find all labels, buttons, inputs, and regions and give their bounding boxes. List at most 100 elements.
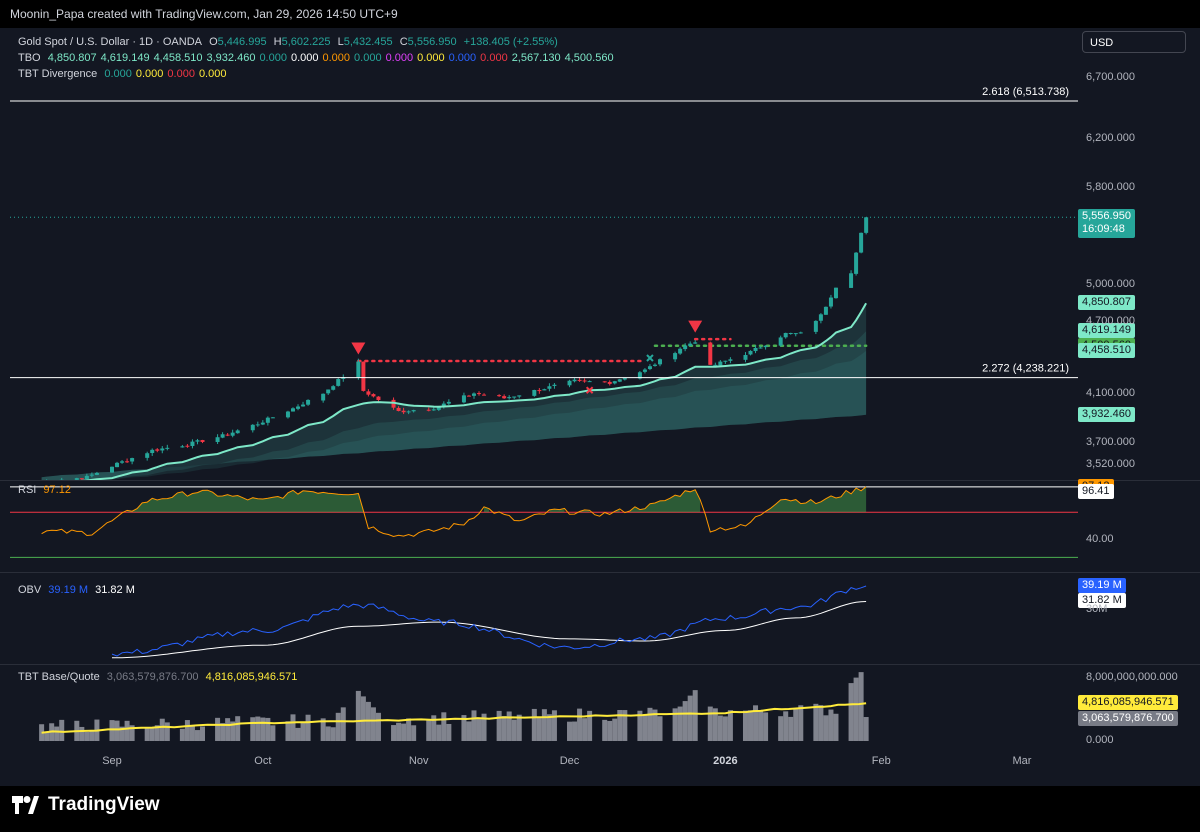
fib-level-label: 2.618 (6,513.738) [982, 86, 1069, 98]
pane-divider[interactable] [0, 572, 1200, 573]
symbol-legend[interactable]: Gold Spot / U.S. Dollar · 1D · OANDA O5,… [18, 36, 562, 48]
volume-legend[interactable]: TBT Base/Quote 3,063,579,876.700 4,816,0… [18, 671, 301, 683]
candle [823, 306, 828, 315]
candle [160, 448, 165, 451]
volume-bar [406, 718, 412, 741]
volume-bar [541, 709, 547, 741]
candle [331, 386, 336, 390]
volume-bar [194, 730, 200, 741]
tbo-name[interactable]: TBO [18, 52, 41, 64]
candle [607, 381, 612, 384]
candle [673, 353, 678, 360]
price-tick: 6,700.000 [1086, 71, 1135, 84]
last-price-value: 5,556.950 [1082, 210, 1131, 223]
tradingview-logo: TradingView [12, 794, 160, 816]
candle [637, 372, 642, 379]
volume-bar [260, 717, 266, 741]
candle [110, 466, 114, 473]
currency-selector[interactable]: USD [1082, 31, 1186, 53]
candle [793, 333, 798, 335]
high-value: 5,602.225 [281, 36, 331, 48]
tbo-legend[interactable]: TBO 4,850.807 4,619.149 4,458.510 3,932.460… [18, 52, 622, 64]
legend-value: 0.000 [417, 52, 445, 64]
volume-bar [199, 726, 205, 741]
volume-bar [607, 720, 613, 741]
volume-bar [582, 718, 588, 741]
candle [708, 342, 713, 365]
price-tick: 5,000.000 [1086, 278, 1135, 291]
pane-divider[interactable] [0, 664, 1200, 665]
top-bar: Moonin_Papa created with TradingView.com… [0, 0, 1200, 28]
cross-marker [646, 354, 654, 362]
high-label: H [273, 36, 282, 48]
legend-value: 0.000 [167, 68, 195, 80]
volume-bar [657, 716, 663, 741]
obv-ma-line [112, 601, 867, 659]
candle [582, 380, 587, 382]
divergence-name[interactable]: TBT Divergence [18, 68, 98, 80]
obv-tick: 30M [1086, 603, 1108, 616]
rsi-legend[interactable]: RSI 97.12 [18, 484, 75, 496]
divergence-legend[interactable]: TBT Divergence 0.000 0.000 0.000 0.000 [18, 68, 234, 80]
obv-pane [111, 585, 867, 659]
rsi-name[interactable]: RSI [18, 484, 37, 496]
pane-divider[interactable] [0, 480, 1200, 481]
obv-legend[interactable]: OBV 39.19 M 31.82 M [18, 584, 139, 596]
volume-bar [672, 708, 678, 741]
volume-bar [863, 717, 869, 741]
candle [195, 440, 200, 442]
price-tick: 3,520.000 [1086, 458, 1135, 470]
candle [849, 273, 854, 288]
candle [783, 332, 788, 338]
line-value-tag: 4,619.149 [1078, 323, 1135, 339]
volume-bar [144, 728, 150, 741]
candle [441, 403, 446, 406]
volume-bar [44, 732, 50, 741]
candle [713, 364, 718, 366]
rsi-value: 97.12 [43, 484, 71, 496]
volume-bar [642, 715, 648, 741]
open-value: 5,446.995 [217, 36, 267, 48]
candle [517, 395, 522, 397]
obv-value: 39.19 M [48, 584, 89, 596]
candle [220, 434, 225, 438]
candle [150, 449, 155, 454]
candle [336, 379, 341, 386]
volume-bar [546, 714, 552, 741]
volume-bar [79, 726, 85, 741]
legend-value: 0.000 [104, 68, 132, 80]
legend-value: 3,932.460 [206, 52, 256, 64]
volume-name[interactable]: TBT Base/Quote [18, 671, 100, 683]
volume-bar [511, 719, 517, 741]
candle [532, 389, 537, 396]
volume-bar [587, 710, 593, 741]
volume-bar [853, 677, 859, 741]
legend-value: 0.000 [259, 52, 287, 64]
volume-bar [340, 707, 346, 741]
volume-bar [164, 722, 170, 741]
candle [552, 384, 557, 386]
price-pane: 2.618 (6,513.738) 2.272 (4,238.221) [10, 86, 1078, 480]
candle [577, 379, 582, 381]
volume-bar [617, 710, 623, 741]
candle [255, 424, 260, 426]
candle [753, 347, 758, 352]
legend-value: 0.000 [290, 52, 319, 64]
last-price-tag: 5,556.950 16:09:48 [1078, 209, 1135, 239]
candle [265, 417, 270, 423]
candle [482, 394, 487, 396]
candle [647, 366, 652, 370]
candle [200, 440, 205, 442]
volume-bar [290, 714, 296, 741]
candle [512, 396, 517, 398]
volume-bar [717, 715, 723, 741]
volume-bar [818, 705, 824, 741]
volume-bar [516, 714, 522, 741]
symbol-name[interactable]: Gold Spot / U.S. Dollar · 1D · OANDA [18, 36, 202, 48]
volume-bar [119, 726, 125, 741]
volume-bar [622, 710, 628, 741]
rsi-tick: 40.00 [1086, 533, 1114, 546]
volume-ma-line [41, 702, 867, 734]
obv-name[interactable]: OBV [18, 584, 42, 596]
